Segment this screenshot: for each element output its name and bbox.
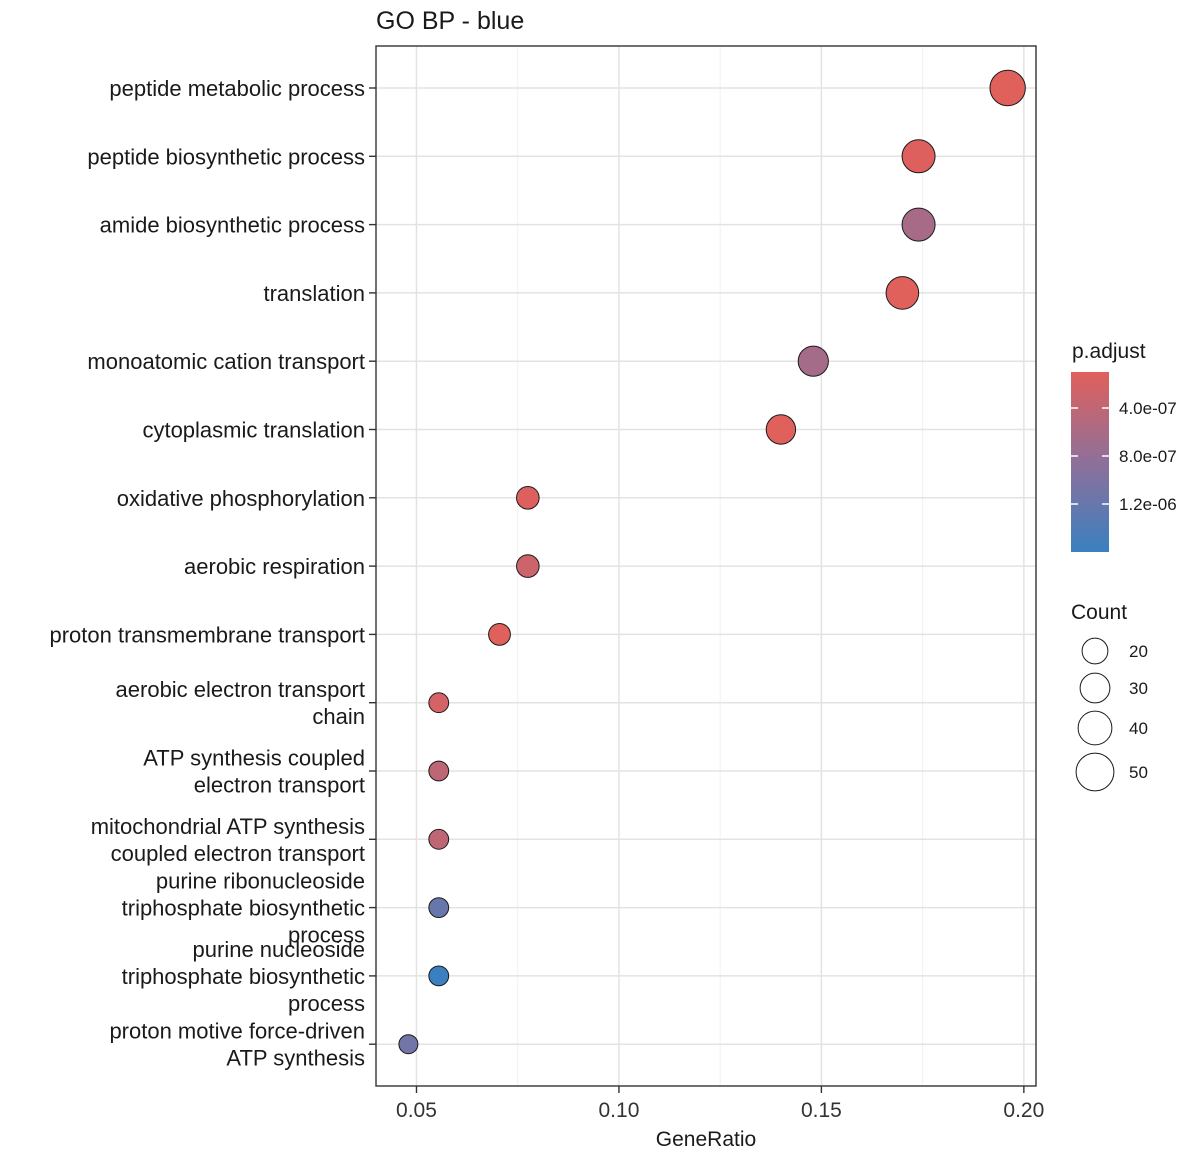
category-label: triphosphate biosynthetic [122,964,365,989]
x-axis: 0.05 0.10 0.15 0.20 [396,1086,1044,1122]
x-axis-title: GeneRatio [656,1128,756,1151]
x-tick-label: 0.20 [1003,1099,1044,1122]
category-label: cytoplasmic translation [142,418,365,443]
data-point [428,828,450,850]
chart-title: GO BP - blue [376,7,524,35]
data-point [428,965,450,987]
size-key-label: 40 [1129,719,1148,738]
category-label: purine ribonucleoside [156,869,365,894]
data-point [797,345,829,377]
color-tick-label: 8.0e-07 [1119,447,1177,466]
category-label: translation [263,281,365,306]
size-key-circle [1079,672,1111,704]
category-label: triphosphate biosynthetic [122,896,365,921]
data-point [901,207,936,242]
size-key-label: 30 [1129,679,1148,698]
category-label: chain [312,704,365,729]
category-label: coupled electron transport [111,841,365,866]
data-point [516,486,540,510]
data-points [398,69,1026,1055]
data-point [516,554,540,578]
category-label: proton motive force-driven [109,1019,365,1044]
size-key-label: 50 [1129,763,1148,782]
color-tick-label: 1.2e-06 [1119,495,1177,514]
data-point [398,1034,419,1055]
data-point [428,692,450,714]
data-point [488,623,511,646]
size-legend-title: Count [1071,601,1127,624]
size-key-circle [1077,710,1113,746]
category-label: aerobic respiration [184,554,365,579]
size-legend: Count 20 30 40 50 [1071,601,1148,792]
category-label: amide biosynthetic process [100,213,365,238]
category-label: monoatomic cation transport [87,349,365,374]
x-tick-label: 0.10 [599,1099,640,1122]
category-labels: peptide metabolic process peptide biosynt… [50,76,376,1071]
category-label: proton transmembrane transport [50,622,366,647]
data-point [428,760,450,782]
size-key-circle [1075,752,1115,792]
x-tick-label: 0.05 [396,1099,437,1122]
color-legend: p.adjust 4.0e-07 8.0e-07 1.2e-06 [1071,340,1177,552]
category-label: process [288,923,365,948]
category-label: process [288,991,365,1016]
data-point [428,897,450,918]
data-point [885,276,920,310]
color-gradient-bar [1071,372,1109,552]
category-label: peptide metabolic process [109,76,365,101]
data-point [765,414,797,445]
color-tick-label: 4.0e-07 [1119,399,1177,418]
data-point [989,69,1026,107]
grid-lines [376,46,1036,1086]
data-point [901,139,936,174]
category-label: electron transport [194,773,365,798]
category-label: oxidative phosphorylation [117,486,365,511]
size-key-label: 20 [1129,642,1148,661]
size-key-circle [1081,637,1109,665]
category-label: aerobic electron transport [116,677,365,702]
category-label: ATP synthesis [226,1046,365,1071]
category-label: mitochondrial ATP synthesis [91,814,365,839]
category-label: ATP synthesis coupled [143,746,365,771]
color-legend-title: p.adjust [1072,340,1146,363]
x-tick-label: 0.15 [801,1099,842,1122]
category-label: purine nucleoside [193,937,365,962]
category-label: peptide biosynthetic process [87,144,365,169]
